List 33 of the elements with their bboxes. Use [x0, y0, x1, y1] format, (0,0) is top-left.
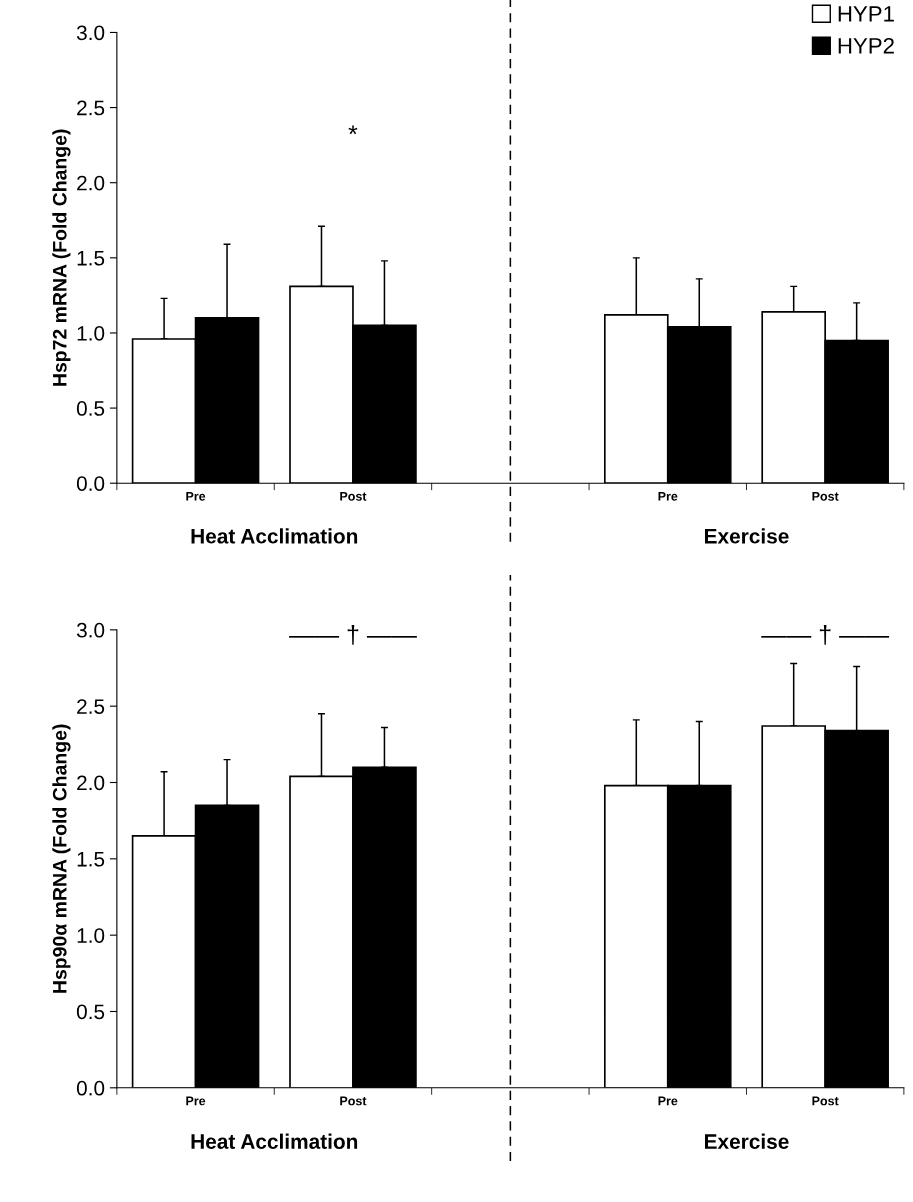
y-tick-label: 1.5	[77, 852, 105, 867]
y-tick-label: 2.0	[77, 775, 105, 791]
x-tick-label: Post	[340, 1096, 367, 1106]
text: Heat Acclimation	[191, 1133, 358, 1149]
y-tick-label: 0.5	[76, 1004, 105, 1020]
y-tick-label: 2.5	[77, 699, 105, 714]
y-axis-title: Hsp90α mRNA (Fold Change)	[52, 724, 71, 993]
y-tick-label: 0.0	[76, 476, 105, 491]
text: Heat Acclimation	[191, 528, 358, 544]
y-tick-label: 1.0	[77, 325, 105, 341]
x-tick-label: Post	[812, 492, 839, 501]
x-tick-label: Pre	[658, 1096, 678, 1106]
x-tick-label: Post	[812, 1096, 839, 1106]
y-tick-label: 2.5	[77, 100, 105, 116]
y-tick-label: 1.5	[77, 251, 105, 266]
y-tick-label: 1.0	[77, 928, 105, 943]
y-axis-title: Hsp72 mRNA (Fold Change)	[52, 129, 71, 386]
y-tick-label: 3.0	[76, 25, 105, 41]
x-tick-label: Pre	[186, 492, 206, 501]
x-tick-label: Post	[340, 492, 367, 501]
annotation: *	[348, 125, 358, 135]
y-tick-label: 2.0	[77, 175, 105, 191]
y-tick-label: 0.0	[76, 1080, 105, 1096]
x-tick-label: Pre	[186, 1096, 206, 1106]
legend-label: HYP1	[838, 6, 894, 22]
annotation: —— † ——	[761, 625, 890, 645]
legend-label: HYP2	[838, 37, 894, 54]
text: Exercise	[705, 528, 789, 544]
y-tick-label: 0.5	[76, 401, 105, 416]
annotation: —— † ——	[289, 625, 417, 645]
text: Exercise	[705, 1133, 789, 1149]
x-tick-label: Pre	[658, 492, 678, 501]
y-tick-label: 3.0	[76, 622, 105, 638]
